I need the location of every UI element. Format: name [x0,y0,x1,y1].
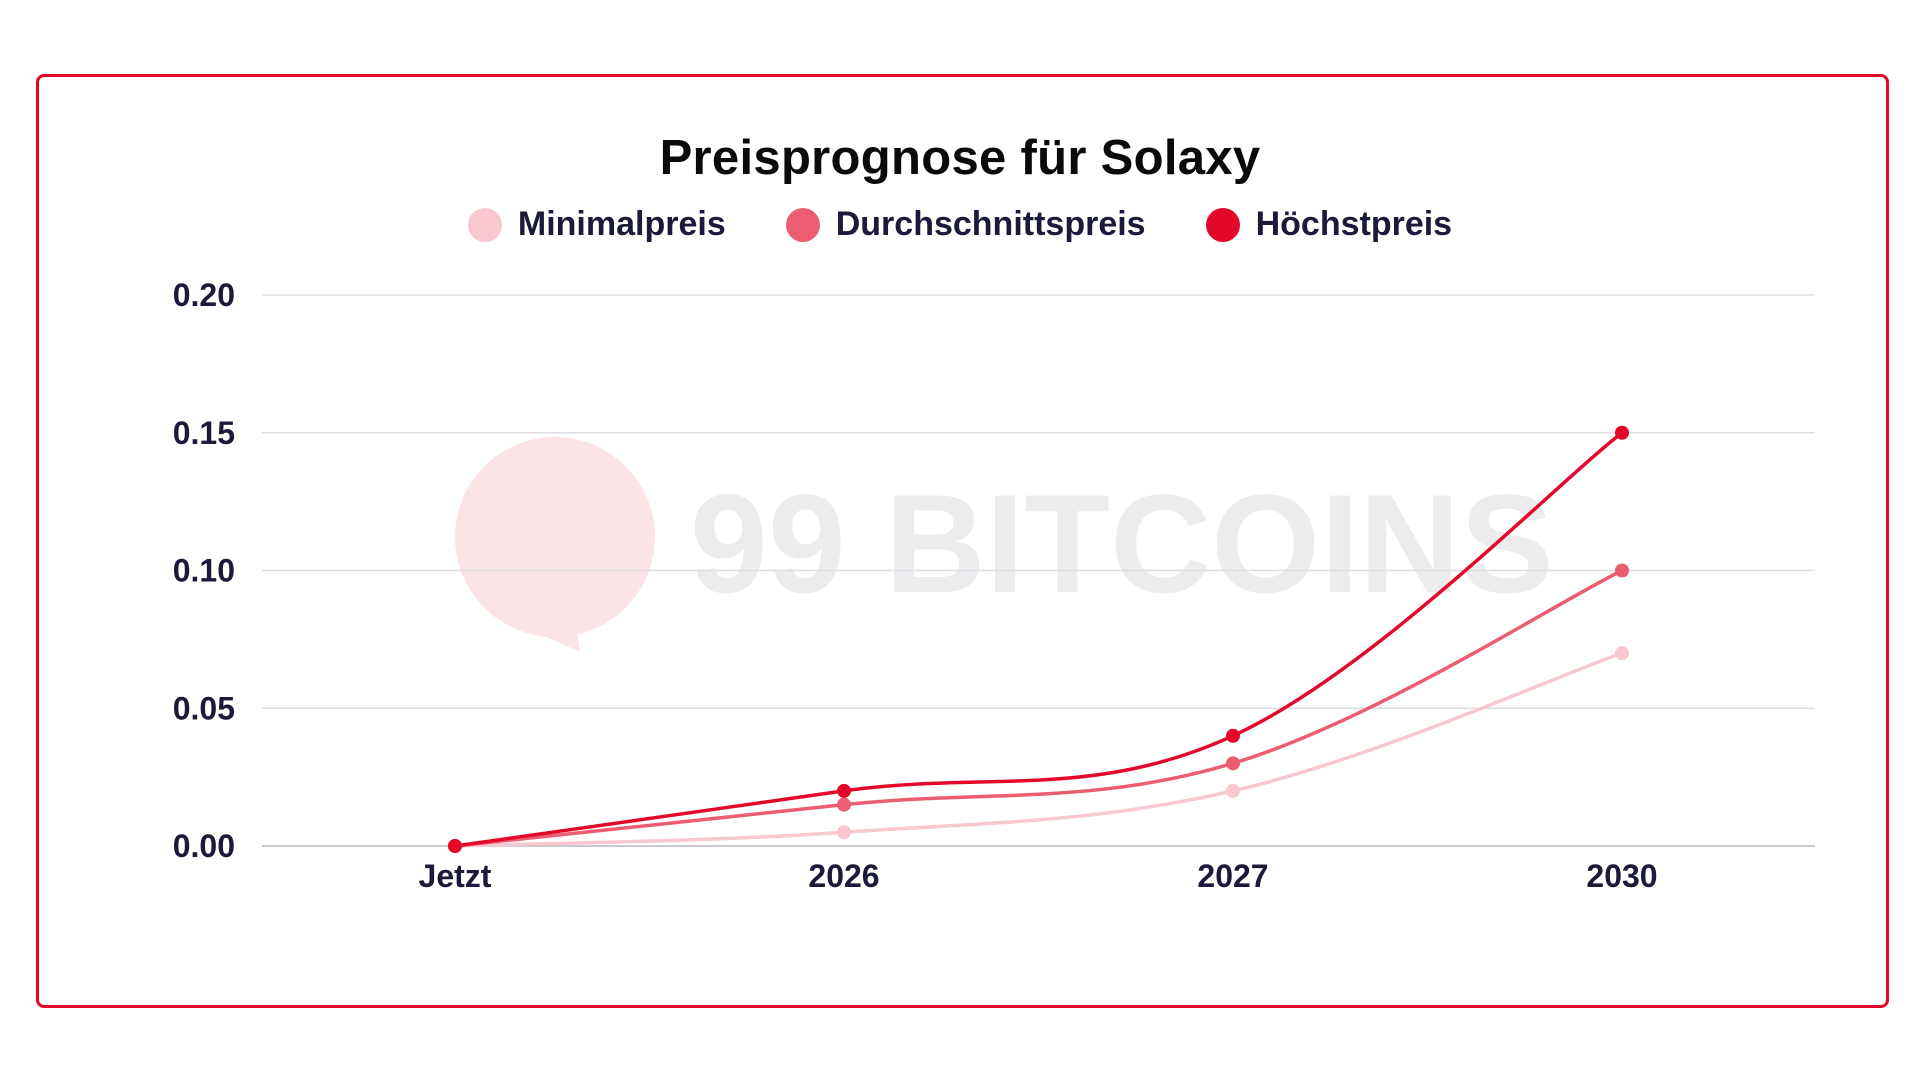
y-tick-label: 0.20 [173,277,235,313]
watermark: 99 BITCOINS [455,437,1554,652]
legend-label-avg: Durchschnittspreis [835,205,1146,243]
gridlines [262,294,1815,847]
legend: Minimalpreis Durchschnittspreis Höchstpr… [0,205,1920,244]
data-point-avg-2 [1226,756,1240,771]
legend-item-avg[interactable]: Durchschnittspreis [785,205,1146,244]
y-axis-ticks: 0.00 0.05 0.10 0.15 0.20 [173,277,235,864]
y-tick-label: 0.15 [173,415,235,451]
x-tick-label: 2027 [1197,858,1268,894]
x-tick-label: Jetzt [419,858,492,894]
legend-dot-max [1205,207,1240,242]
watermark-text: 99 BITCOINS [690,465,1554,622]
chart-frame [36,74,1889,1008]
series-lines [453,431,1624,848]
series-points [448,425,1629,853]
data-point-max-1 [837,783,851,798]
legend-item-min[interactable]: Minimalpreis [467,205,726,244]
data-point-min-2 [1226,783,1240,798]
data-point-min-3 [1615,646,1629,661]
y-tick-label: 0.10 [173,553,235,589]
series-line-avg [453,568,1624,848]
data-point-min-1 [837,825,851,840]
x-tick-label: 2030 [1586,858,1657,894]
legend-dot-min [467,207,502,242]
data-point-max-3 [1615,425,1629,440]
chart-title: Preisprognose für Solaxy [659,131,1261,185]
legend-label-max: Höchstpreis [1255,205,1453,243]
series-line-min [453,651,1624,848]
x-axis-ticks: Jetzt 2026 2027 2030 [419,858,1658,894]
legend-dot-avg [785,207,820,242]
series-line-max [453,431,1624,848]
legend-label-min: Minimalpreis [517,205,726,243]
watermark-logo-tail [520,620,580,652]
legend-item-max[interactable]: Höchstpreis [1205,205,1453,244]
y-tick-label: 0.00 [173,828,235,864]
data-point-max-0 [448,839,462,853]
data-point-avg-3 [1615,563,1629,578]
x-tick-label: 2026 [808,858,879,894]
data-point-max-2 [1226,728,1240,743]
watermark-logo [455,437,655,637]
data-point-avg-1 [837,797,851,812]
y-tick-label: 0.05 [173,690,235,726]
